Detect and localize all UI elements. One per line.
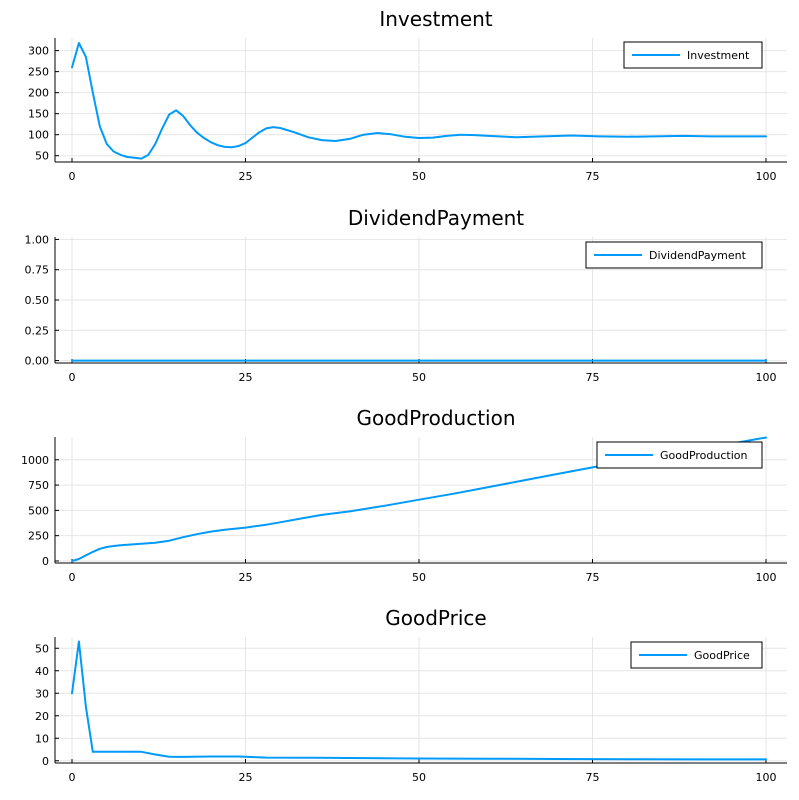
x-tick-label: 25 xyxy=(239,371,253,384)
x-tick-label: 100 xyxy=(756,371,777,384)
legend: GoodPrice xyxy=(630,641,763,669)
x-tick-label: 25 xyxy=(239,771,253,784)
legend: Investment xyxy=(623,41,763,69)
chart-title: GoodPrice xyxy=(385,606,486,630)
x-tick-label: 25 xyxy=(239,571,253,584)
x-tick-label: 75 xyxy=(586,771,600,784)
panel-goodprice: GoodPrice 0 25 50 75 100 0 10 20 30 40 50 GoodPrice xyxy=(35,606,787,784)
y-tick-label: 500 xyxy=(28,504,49,517)
x-tick-label: 50 xyxy=(412,571,426,584)
x-tick-label: 50 xyxy=(412,371,426,384)
y-tick-label: 50 xyxy=(35,642,49,655)
chart-title: GoodProduction xyxy=(356,406,515,430)
x-tick-label: 75 xyxy=(586,571,600,584)
chart-title: DividendPayment xyxy=(348,206,524,230)
y-tick-label: 0 xyxy=(42,755,49,768)
x-tick-label: 100 xyxy=(756,771,777,784)
y-tick-label: 40 xyxy=(35,665,49,678)
y-tick-label: 30 xyxy=(35,687,49,700)
y-tick-label: 0.75 xyxy=(25,264,50,277)
legend-label: Investment xyxy=(687,49,750,62)
series-line-goodproduction xyxy=(71,436,767,562)
legend-label: GoodProduction xyxy=(660,449,748,462)
y-tick-label: 300 xyxy=(28,45,49,58)
x-tick-label: 0 xyxy=(69,170,76,183)
x-tick-label: 100 xyxy=(756,170,777,183)
legend-label: GoodPrice xyxy=(694,649,750,662)
panel-dividendpayment: DividendPayment 0 25 50 75 100 0.00 0.25 0.50 0.7… xyxy=(25,206,787,384)
y-tick-label: 20 xyxy=(35,710,49,723)
x-tick-label: 25 xyxy=(239,170,253,183)
legend: GoodProduction xyxy=(596,441,763,469)
y-tick-label: 1.00 xyxy=(25,233,50,246)
x-tick-label: 75 xyxy=(586,170,600,183)
y-tick-label: 200 xyxy=(28,87,49,100)
x-tick-label: 0 xyxy=(69,371,76,384)
y-tick-label: 250 xyxy=(28,530,49,543)
series-line-investment xyxy=(71,42,767,160)
legend-label: DividendPayment xyxy=(649,249,747,262)
y-tick-label: 0.25 xyxy=(25,324,50,337)
y-tick-label: 1000 xyxy=(21,454,49,467)
y-tick-label: 150 xyxy=(28,108,49,121)
x-tick-label: 0 xyxy=(69,571,76,584)
y-tick-label: 250 xyxy=(28,66,49,79)
y-tick-label: 750 xyxy=(28,479,49,492)
x-tick-label: 100 xyxy=(756,571,777,584)
y-tick-label: 0.50 xyxy=(25,294,50,307)
series-line-goodprice xyxy=(71,640,767,761)
y-tick-label: 0.00 xyxy=(25,355,50,368)
y-tick-label: 50 xyxy=(35,150,49,163)
legend: DividendPayment xyxy=(585,241,763,269)
x-tick-label: 75 xyxy=(586,371,600,384)
y-tick-label: 0 xyxy=(42,555,49,568)
x-tick-label: 0 xyxy=(69,771,76,784)
panel-investment: Investment 0 25 50 75 100 50 100 150 200 250 300 Inv… xyxy=(28,7,787,183)
chart-title: Investment xyxy=(379,7,492,31)
x-tick-label: 50 xyxy=(412,771,426,784)
y-tick-label: 100 xyxy=(28,129,49,142)
y-tick-label: 10 xyxy=(35,732,49,745)
x-tick-label: 50 xyxy=(412,170,426,183)
